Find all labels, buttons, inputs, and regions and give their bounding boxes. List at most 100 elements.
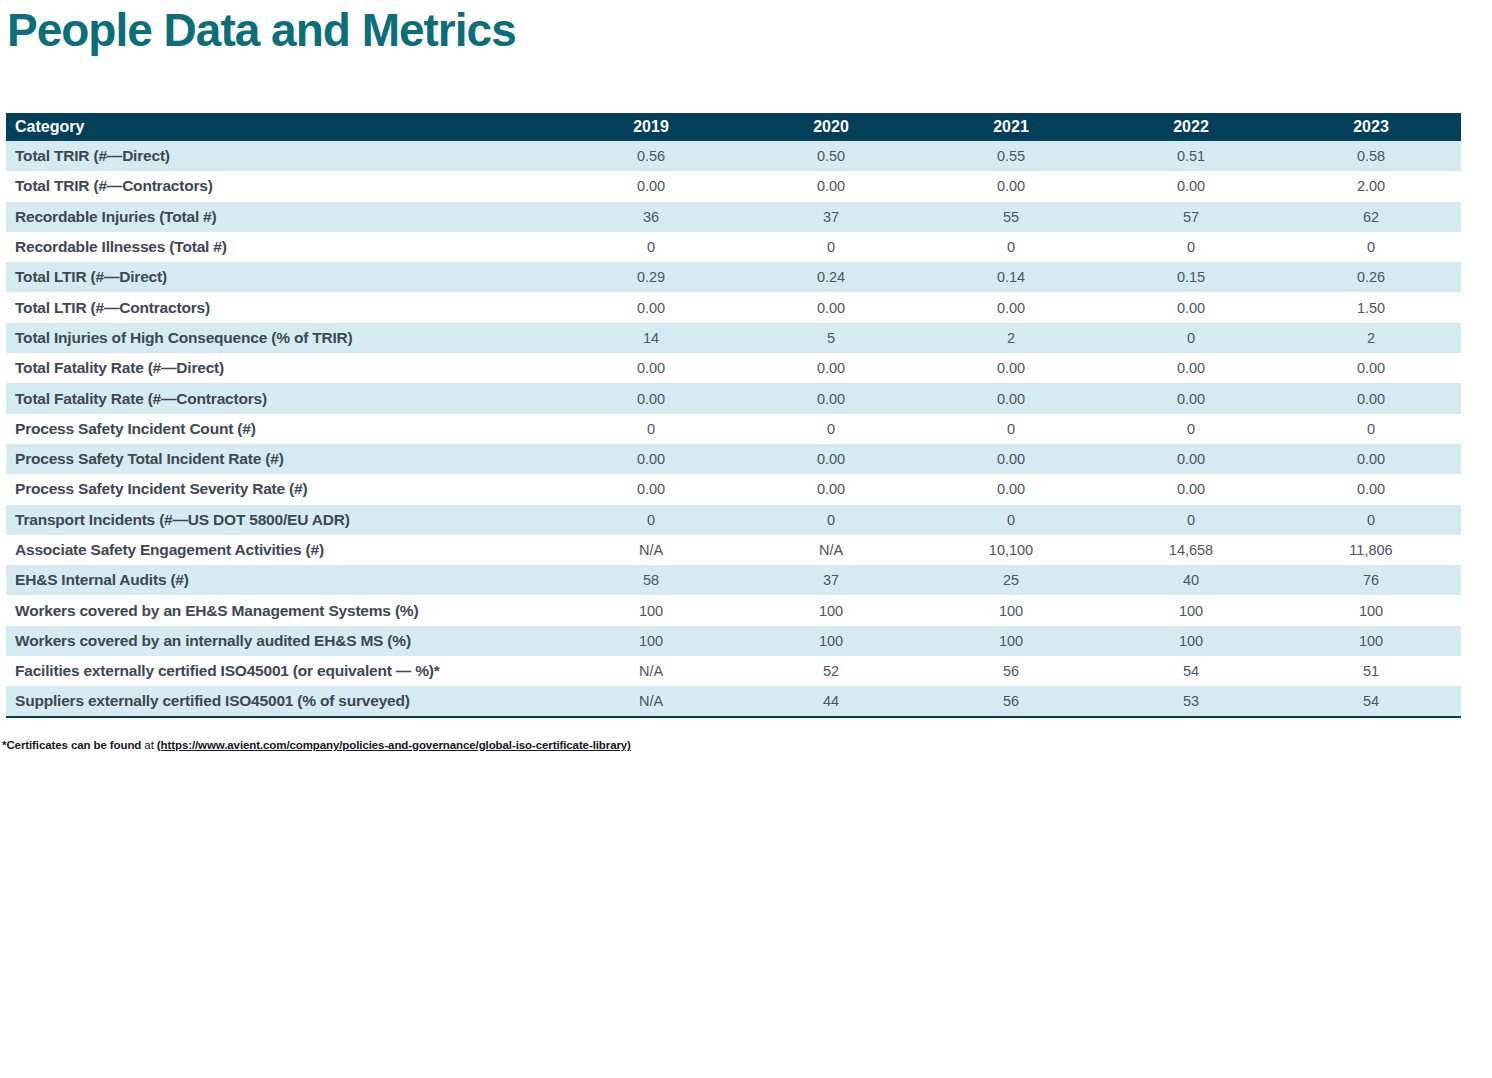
metric-value: 0.00 (741, 474, 921, 504)
metric-value: 0.00 (1101, 292, 1281, 322)
metric-value: 2.00 (1281, 171, 1461, 201)
metric-value: 0.00 (741, 292, 921, 322)
row-category-label: Process Safety Total Incident Rate (#) (6, 444, 561, 474)
metric-value: 76 (1281, 565, 1461, 595)
metric-value: 0.00 (921, 383, 1101, 413)
metric-value: 100 (741, 626, 921, 656)
table-row: Recordable Injuries (Total #) 36 37 55 5… (6, 202, 1461, 232)
page-title: People Data and Metrics (7, 4, 516, 57)
metric-value: 51 (1281, 656, 1461, 686)
metric-value: 0.00 (561, 444, 741, 474)
metric-value: 0.00 (921, 292, 1101, 322)
metric-value: 100 (1101, 595, 1281, 625)
metric-value: N/A (561, 535, 741, 565)
row-category-label: Recordable Injuries (Total #) (6, 202, 561, 232)
metric-value: 0.00 (561, 353, 741, 383)
metric-value: 0 (1101, 414, 1281, 444)
metric-value: 40 (1101, 565, 1281, 595)
metric-value: 54 (1101, 656, 1281, 686)
metric-value: N/A (561, 656, 741, 686)
footnote: *Certificates can be found at (https://w… (2, 739, 631, 751)
table-row: Total TRIR (#—Contractors) 0.00 0.00 0.0… (6, 171, 1461, 201)
metric-value: 0 (1281, 505, 1461, 535)
metric-value: 100 (741, 595, 921, 625)
metric-value: 0.00 (1281, 474, 1461, 504)
metric-value: 0.55 (921, 141, 1101, 171)
metric-value: 0.50 (741, 141, 921, 171)
row-category-label: Process Safety Incident Severity Rate (#… (6, 474, 561, 504)
metric-value: 14 (561, 323, 741, 353)
metric-value: 44 (741, 686, 921, 716)
metric-value: 0.51 (1101, 141, 1281, 171)
metric-value: 14,658 (1101, 535, 1281, 565)
table-row: Transport Incidents (#—US DOT 5800/EU AD… (6, 505, 1461, 535)
row-category-label: Total TRIR (#—Contractors) (6, 171, 561, 201)
row-category-label: Facilities externally certified ISO45001… (6, 656, 561, 686)
table-row: Total LTIR (#—Direct) 0.29 0.24 0.14 0.1… (6, 262, 1461, 292)
metric-value: 0.00 (561, 171, 741, 201)
column-header-2019: 2019 (561, 113, 741, 141)
table-row: Total Fatality Rate (#—Contractors) 0.00… (6, 383, 1461, 413)
metric-value: 0.00 (921, 444, 1101, 474)
metric-value: 57 (1101, 202, 1281, 232)
metric-value: 1.50 (1281, 292, 1461, 322)
row-category-label: Total Fatality Rate (#—Contractors) (6, 383, 561, 413)
metric-value: 0.00 (561, 474, 741, 504)
metric-value: 0.24 (741, 262, 921, 292)
metric-value: N/A (561, 686, 741, 716)
metric-value: 0 (561, 414, 741, 444)
metric-value: 0 (921, 232, 1101, 262)
metric-value: 53 (1101, 686, 1281, 716)
metric-value: 0.00 (1101, 383, 1281, 413)
row-category-label: Total LTIR (#—Contractors) (6, 292, 561, 322)
people-metrics-table: Category 2019 2020 2021 2022 2023 Total … (6, 113, 1461, 718)
metric-value: 2 (921, 323, 1101, 353)
metric-value: 0 (1101, 505, 1281, 535)
metric-value: 0 (921, 414, 1101, 444)
metric-value: 0.00 (1101, 353, 1281, 383)
metric-value: 62 (1281, 202, 1461, 232)
metric-value: 58 (561, 565, 741, 595)
metric-value: 56 (921, 656, 1101, 686)
row-category-label: Total Injuries of High Consequence (% of… (6, 323, 561, 353)
table-header-row: Category 2019 2020 2021 2022 2023 (6, 113, 1461, 141)
metric-value: 37 (741, 565, 921, 595)
metric-value: 0.15 (1101, 262, 1281, 292)
metric-value: 0.00 (1101, 171, 1281, 201)
metric-value: 100 (921, 626, 1101, 656)
column-header-category: Category (6, 113, 561, 141)
metric-value: 0.26 (1281, 262, 1461, 292)
metric-value: 100 (1101, 626, 1281, 656)
metric-value: 0 (1101, 232, 1281, 262)
metric-value: 0 (921, 505, 1101, 535)
row-category-label: Total LTIR (#—Direct) (6, 262, 561, 292)
row-category-label: Total Fatality Rate (#—Direct) (6, 353, 561, 383)
metric-value: 2 (1281, 323, 1461, 353)
certificate-library-link[interactable]: (https://www.avient.com/company/policies… (157, 739, 631, 751)
metric-value: 0.00 (1281, 444, 1461, 474)
table-row: Total Fatality Rate (#—Direct) 0.00 0.00… (6, 353, 1461, 383)
column-header-2021: 2021 (921, 113, 1101, 141)
table-row: Process Safety Incident Severity Rate (#… (6, 474, 1461, 504)
metric-value: 0 (741, 505, 921, 535)
metric-value: 5 (741, 323, 921, 353)
row-category-label: Suppliers externally certified ISO45001 … (6, 686, 561, 716)
metric-value: 100 (561, 595, 741, 625)
footnote-prefix: *Certificates can be found (2, 739, 141, 751)
table-row: Process Safety Incident Count (#) 0 0 0 … (6, 414, 1461, 444)
metric-value: 0.00 (1101, 474, 1281, 504)
metric-value: 100 (1281, 595, 1461, 625)
table-row: Workers covered by an EH&S Management Sy… (6, 595, 1461, 625)
row-category-label: Process Safety Incident Count (#) (6, 414, 561, 444)
table-row: Process Safety Total Incident Rate (#) 0… (6, 444, 1461, 474)
metric-value: 0.00 (921, 171, 1101, 201)
table-row: Workers covered by an internally audited… (6, 626, 1461, 656)
metric-value: 0.00 (561, 383, 741, 413)
table-row: Total LTIR (#—Contractors) 0.00 0.00 0.0… (6, 292, 1461, 322)
metric-value: 0.00 (741, 353, 921, 383)
metric-value: 100 (1281, 626, 1461, 656)
table-row: Total Injuries of High Consequence (% of… (6, 323, 1461, 353)
metric-value: 0.00 (561, 292, 741, 322)
row-category-label: Workers covered by an EH&S Management Sy… (6, 595, 561, 625)
table-row: Suppliers externally certified ISO45001 … (6, 686, 1461, 716)
